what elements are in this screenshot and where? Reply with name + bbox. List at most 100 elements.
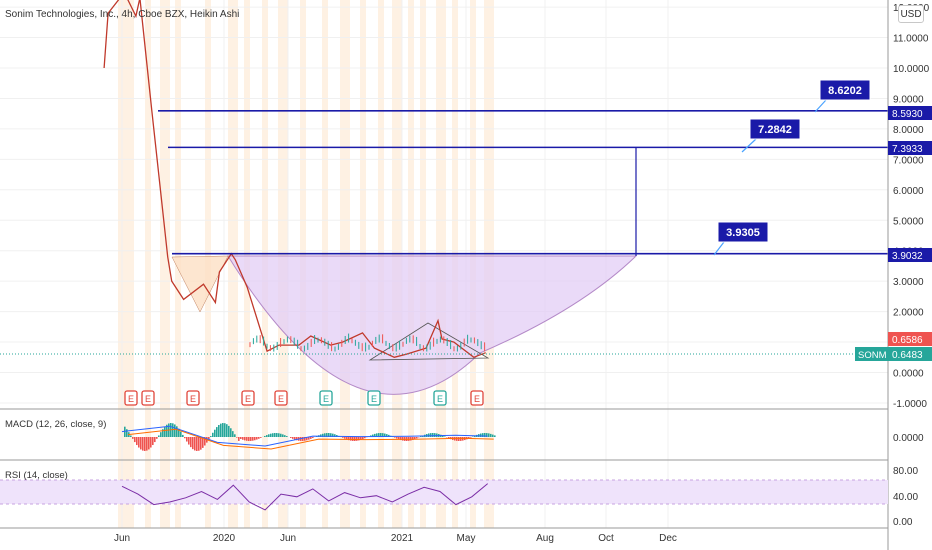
macd-histogram-bar bbox=[474, 435, 476, 437]
price-tick-label: 7.0000 bbox=[893, 155, 924, 166]
macd-histogram-bar bbox=[296, 437, 298, 441]
macd-histogram-bar bbox=[238, 437, 240, 441]
level-lines[interactable] bbox=[158, 110, 888, 255]
macd-histogram-bar bbox=[204, 437, 206, 446]
macd-histogram-bar bbox=[434, 433, 436, 437]
macd-histogram-bar bbox=[272, 433, 274, 437]
price-axis[interactable]: 12.000011.000010.00009.00008.00007.00006… bbox=[893, 3, 930, 528]
price-label-box bbox=[888, 248, 932, 262]
macd-histogram-bar bbox=[190, 437, 192, 448]
macd-histogram-bar bbox=[378, 433, 380, 437]
macd-histogram-bar bbox=[258, 437, 260, 439]
macd-histogram-bar bbox=[152, 437, 154, 446]
macd-histogram-bar bbox=[156, 437, 158, 439]
macd-histogram-bar bbox=[208, 437, 210, 440]
price-tick-label: 9.0000 bbox=[893, 94, 924, 105]
earnings-marker bbox=[367, 390, 381, 406]
macd-histogram-bar bbox=[230, 428, 232, 437]
target-callouts[interactable]: 8.6202 7.2842 3.9305 bbox=[713, 79, 871, 256]
macd-histogram-bar bbox=[124, 426, 126, 437]
time-axis[interactable]: Jun 2020 Jun 2021 May Aug Oct Dec bbox=[114, 533, 677, 544]
macd-histogram-bar bbox=[442, 435, 444, 437]
macd-histogram-bar bbox=[282, 434, 284, 437]
macd-histogram-bar bbox=[386, 434, 388, 437]
macd-histogram-bar bbox=[268, 434, 270, 437]
macd-histogram-bar bbox=[236, 437, 238, 438]
price-tick-label: -1.0000 bbox=[893, 399, 927, 410]
macd-histogram-bar bbox=[244, 437, 246, 441]
macd-histogram-bar bbox=[184, 437, 186, 439]
macd-histogram-bar bbox=[330, 433, 332, 437]
price-tick-label: 10.0000 bbox=[893, 64, 930, 75]
macd-histogram-bar bbox=[432, 433, 434, 437]
macd-histogram-bar bbox=[358, 437, 360, 441]
earnings-label: E bbox=[278, 394, 284, 404]
macd-histogram-bar bbox=[458, 437, 460, 441]
macd-histogram-bar bbox=[486, 433, 488, 437]
price-tick-label: 0.0000 bbox=[893, 369, 924, 380]
macd-histogram-bar bbox=[192, 437, 194, 450]
macd-histogram-bar bbox=[362, 437, 364, 440]
time-tick-label: Jun bbox=[280, 533, 296, 544]
macd-histogram-bar bbox=[394, 437, 396, 438]
macd-histogram-bar bbox=[302, 437, 304, 441]
macd-histogram-bar bbox=[134, 437, 136, 443]
macd-histogram-bar bbox=[126, 429, 128, 437]
session-stripe bbox=[160, 0, 170, 528]
macd-histogram-bar bbox=[182, 434, 184, 437]
callout-pointer bbox=[741, 138, 757, 153]
macd-histogram-bar bbox=[482, 433, 484, 437]
price-tick-label: 11.0000 bbox=[893, 34, 929, 45]
macd-histogram-bar bbox=[218, 425, 220, 437]
macd-histogram-bar bbox=[374, 433, 376, 437]
macd-histogram-bar bbox=[270, 433, 272, 437]
macd-histogram-bar bbox=[398, 437, 400, 440]
rsi-series bbox=[121, 483, 489, 511]
macd-histogram-bar bbox=[400, 437, 402, 441]
callout-box bbox=[749, 118, 801, 140]
price-series bbox=[103, 0, 486, 359]
time-tick-label: 2021 bbox=[391, 533, 414, 544]
earnings-label: E bbox=[128, 394, 134, 404]
macd-histogram-bar bbox=[430, 433, 432, 437]
rsi-title: RSI (14, close) bbox=[5, 470, 68, 481]
macd-histogram-bar bbox=[178, 428, 180, 437]
macd-histogram-bar bbox=[200, 437, 202, 450]
macd-histogram-bar bbox=[382, 433, 384, 437]
earnings-marker bbox=[241, 390, 255, 406]
macd-histogram-bar bbox=[240, 437, 242, 440]
macd-histogram-bar bbox=[324, 433, 326, 437]
macd-histogram-bar bbox=[292, 437, 294, 439]
symbol-tag-box bbox=[855, 347, 888, 361]
time-tick-label: Jun bbox=[114, 533, 130, 544]
macd-histogram-bar bbox=[448, 437, 450, 439]
earnings-label: E bbox=[245, 394, 251, 404]
callout-pointer bbox=[713, 241, 725, 256]
rsi-tick-label: 80.00 bbox=[893, 466, 918, 477]
macd-histogram-bar bbox=[326, 433, 328, 437]
macd-histogram-bar bbox=[334, 434, 336, 437]
macd-histogram-bar bbox=[286, 436, 288, 437]
macd-tick-label: 0.0000 bbox=[893, 433, 924, 444]
time-tick-label: Aug bbox=[536, 533, 554, 544]
macd-line bbox=[121, 425, 488, 447]
price-label-text: 0.6483 bbox=[892, 350, 923, 361]
macd-histogram-bar bbox=[148, 437, 150, 450]
macd-histogram-bar bbox=[188, 437, 190, 445]
macd-histogram-bar bbox=[294, 437, 296, 440]
currency-badge[interactable]: USD bbox=[898, 5, 924, 23]
earnings-marker bbox=[186, 390, 200, 406]
macd-histogram-bar bbox=[428, 433, 430, 437]
macd-histogram-bar bbox=[242, 437, 244, 440]
macd-histogram-bar bbox=[494, 435, 496, 437]
macd-title: MACD (12, 26, close, 9) bbox=[5, 419, 106, 430]
macd-histogram-bar bbox=[346, 437, 348, 440]
rsi-tick-label: 0.00 bbox=[893, 517, 913, 528]
time-tick-label: 2020 bbox=[213, 533, 236, 544]
session-stripe bbox=[128, 0, 134, 528]
time-tick-label: Oct bbox=[598, 533, 614, 544]
macd-histogram-bar bbox=[276, 433, 278, 437]
macd-histogram-bar bbox=[364, 437, 366, 439]
